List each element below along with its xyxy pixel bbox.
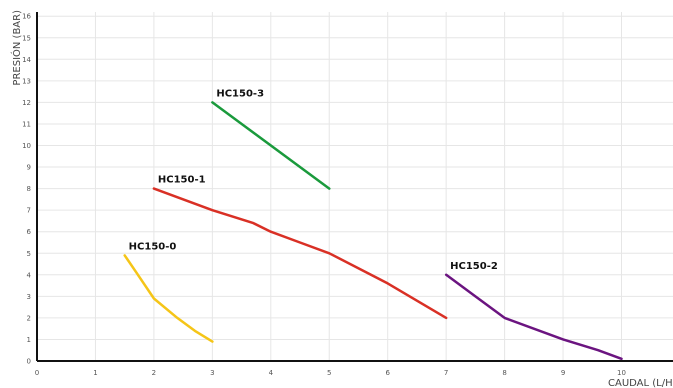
y-tick-label: 15 [22, 34, 31, 42]
series-label-hc150-3: HC150-3 [216, 88, 264, 99]
y-tick-label: 2 [27, 314, 31, 322]
y-tick-label: 3 [27, 293, 31, 301]
y-tick-label: 9 [27, 164, 31, 172]
series-line-hc150-2 [444, 273, 623, 361]
x-tick-label: 3 [210, 369, 214, 377]
y-tick-label: 5 [27, 250, 31, 258]
x-tick-label: 0 [35, 369, 39, 377]
x-tick-label: 2 [152, 369, 156, 377]
grid-lines [37, 12, 673, 361]
y-tick-label: 14 [22, 56, 31, 64]
x-tick-label: 7 [444, 369, 448, 377]
y-tick-label: 7 [27, 207, 31, 215]
x-tick-label: 1 [93, 369, 97, 377]
y-tick-label: 10 [22, 142, 31, 150]
y-tick-label: 8 [27, 185, 31, 193]
y-tick-label: 4 [27, 271, 32, 279]
x-tick-label: 5 [327, 369, 331, 377]
x-tick-label: 6 [385, 369, 390, 377]
x-tick-label: 10 [617, 369, 626, 377]
y-tick-label: 1 [27, 336, 31, 344]
x-tick-label: 4 [269, 369, 274, 377]
series-label-hc150-2: HC150-2 [450, 261, 498, 272]
series-lines [123, 101, 623, 361]
series-label-hc150-0: HC150-0 [129, 241, 177, 252]
series-line-hc150-0 [123, 254, 214, 343]
x-tick-label: 9 [561, 369, 565, 377]
x-tick-label: 8 [502, 369, 506, 377]
series-label-hc150-1: HC150-1 [158, 175, 206, 186]
series-labels: HC150-0 HC150-1 HC150-3 HC150-2 [129, 88, 498, 271]
y-tick-label: 12 [22, 99, 31, 107]
y-axis-label: PRESIÓN (BAR) [10, 10, 23, 86]
series-line-hc150-1 [152, 187, 448, 320]
y-tick-label: 11 [22, 120, 31, 128]
y-tick-label: 16 [22, 13, 31, 21]
y-tick-label: 13 [22, 77, 31, 85]
x-axis-label: CAUDAL (L/H) [608, 378, 673, 388]
y-tick-label: 0 [27, 358, 31, 366]
axes [36, 12, 673, 362]
series-line-hc150-3 [211, 101, 331, 190]
y-tick-label: 6 [27, 228, 32, 236]
